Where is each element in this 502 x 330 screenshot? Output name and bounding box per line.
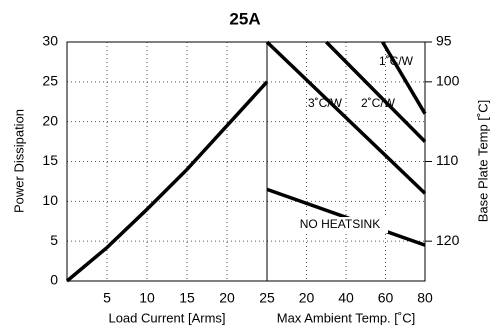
label-bg <box>292 217 388 233</box>
y-axis-label: Power Dissipation <box>11 109 26 213</box>
y-tick-label: 15 <box>42 152 58 168</box>
data-line <box>325 40 427 143</box>
x-axis-label: Load Current [Arms] <box>108 310 225 325</box>
y-tick-label: 25 <box>42 73 58 89</box>
data-line <box>65 80 269 283</box>
x-tick-label: 25 <box>259 290 275 306</box>
x-axis-label: Max Ambient Temp. [˚C] <box>277 310 415 325</box>
series-label: NO HEATSINK <box>300 217 380 231</box>
y-tick-label: 10 <box>42 192 58 208</box>
y-tick-label: 5 <box>50 232 58 248</box>
y-tick-label: 0 <box>50 272 58 288</box>
chart-title: 25A <box>229 9 260 28</box>
series-label: 1˚C/W <box>379 54 414 68</box>
x-tick-label: 40 <box>338 290 354 306</box>
data-line <box>381 41 427 115</box>
x-tick-label: 20 <box>219 290 235 306</box>
data-line <box>265 40 427 195</box>
x-tick-label: 5 <box>103 290 111 306</box>
y2-tick-label: 100 <box>436 73 460 89</box>
y-tick-label: 20 <box>42 112 58 128</box>
y2-tick-label: 120 <box>436 232 460 248</box>
x-tick-label: 60 <box>378 290 394 306</box>
y-tick-label: 30 <box>42 33 58 49</box>
x-tick-label: 80 <box>417 290 433 306</box>
series-label: 2˚C/W <box>361 96 396 110</box>
x-tick-label: 15 <box>179 290 195 306</box>
y2-tick-label: 95 <box>436 33 452 49</box>
y2-tick-label: 110 <box>436 152 459 168</box>
x-tick-label: 10 <box>139 290 155 306</box>
x-tick-label: 20 <box>299 290 315 306</box>
plot-frame <box>66 41 426 282</box>
series-label: 3˚C/W <box>308 96 343 110</box>
y2-axis-label: Base Plate Temp [˚C] <box>475 100 490 223</box>
